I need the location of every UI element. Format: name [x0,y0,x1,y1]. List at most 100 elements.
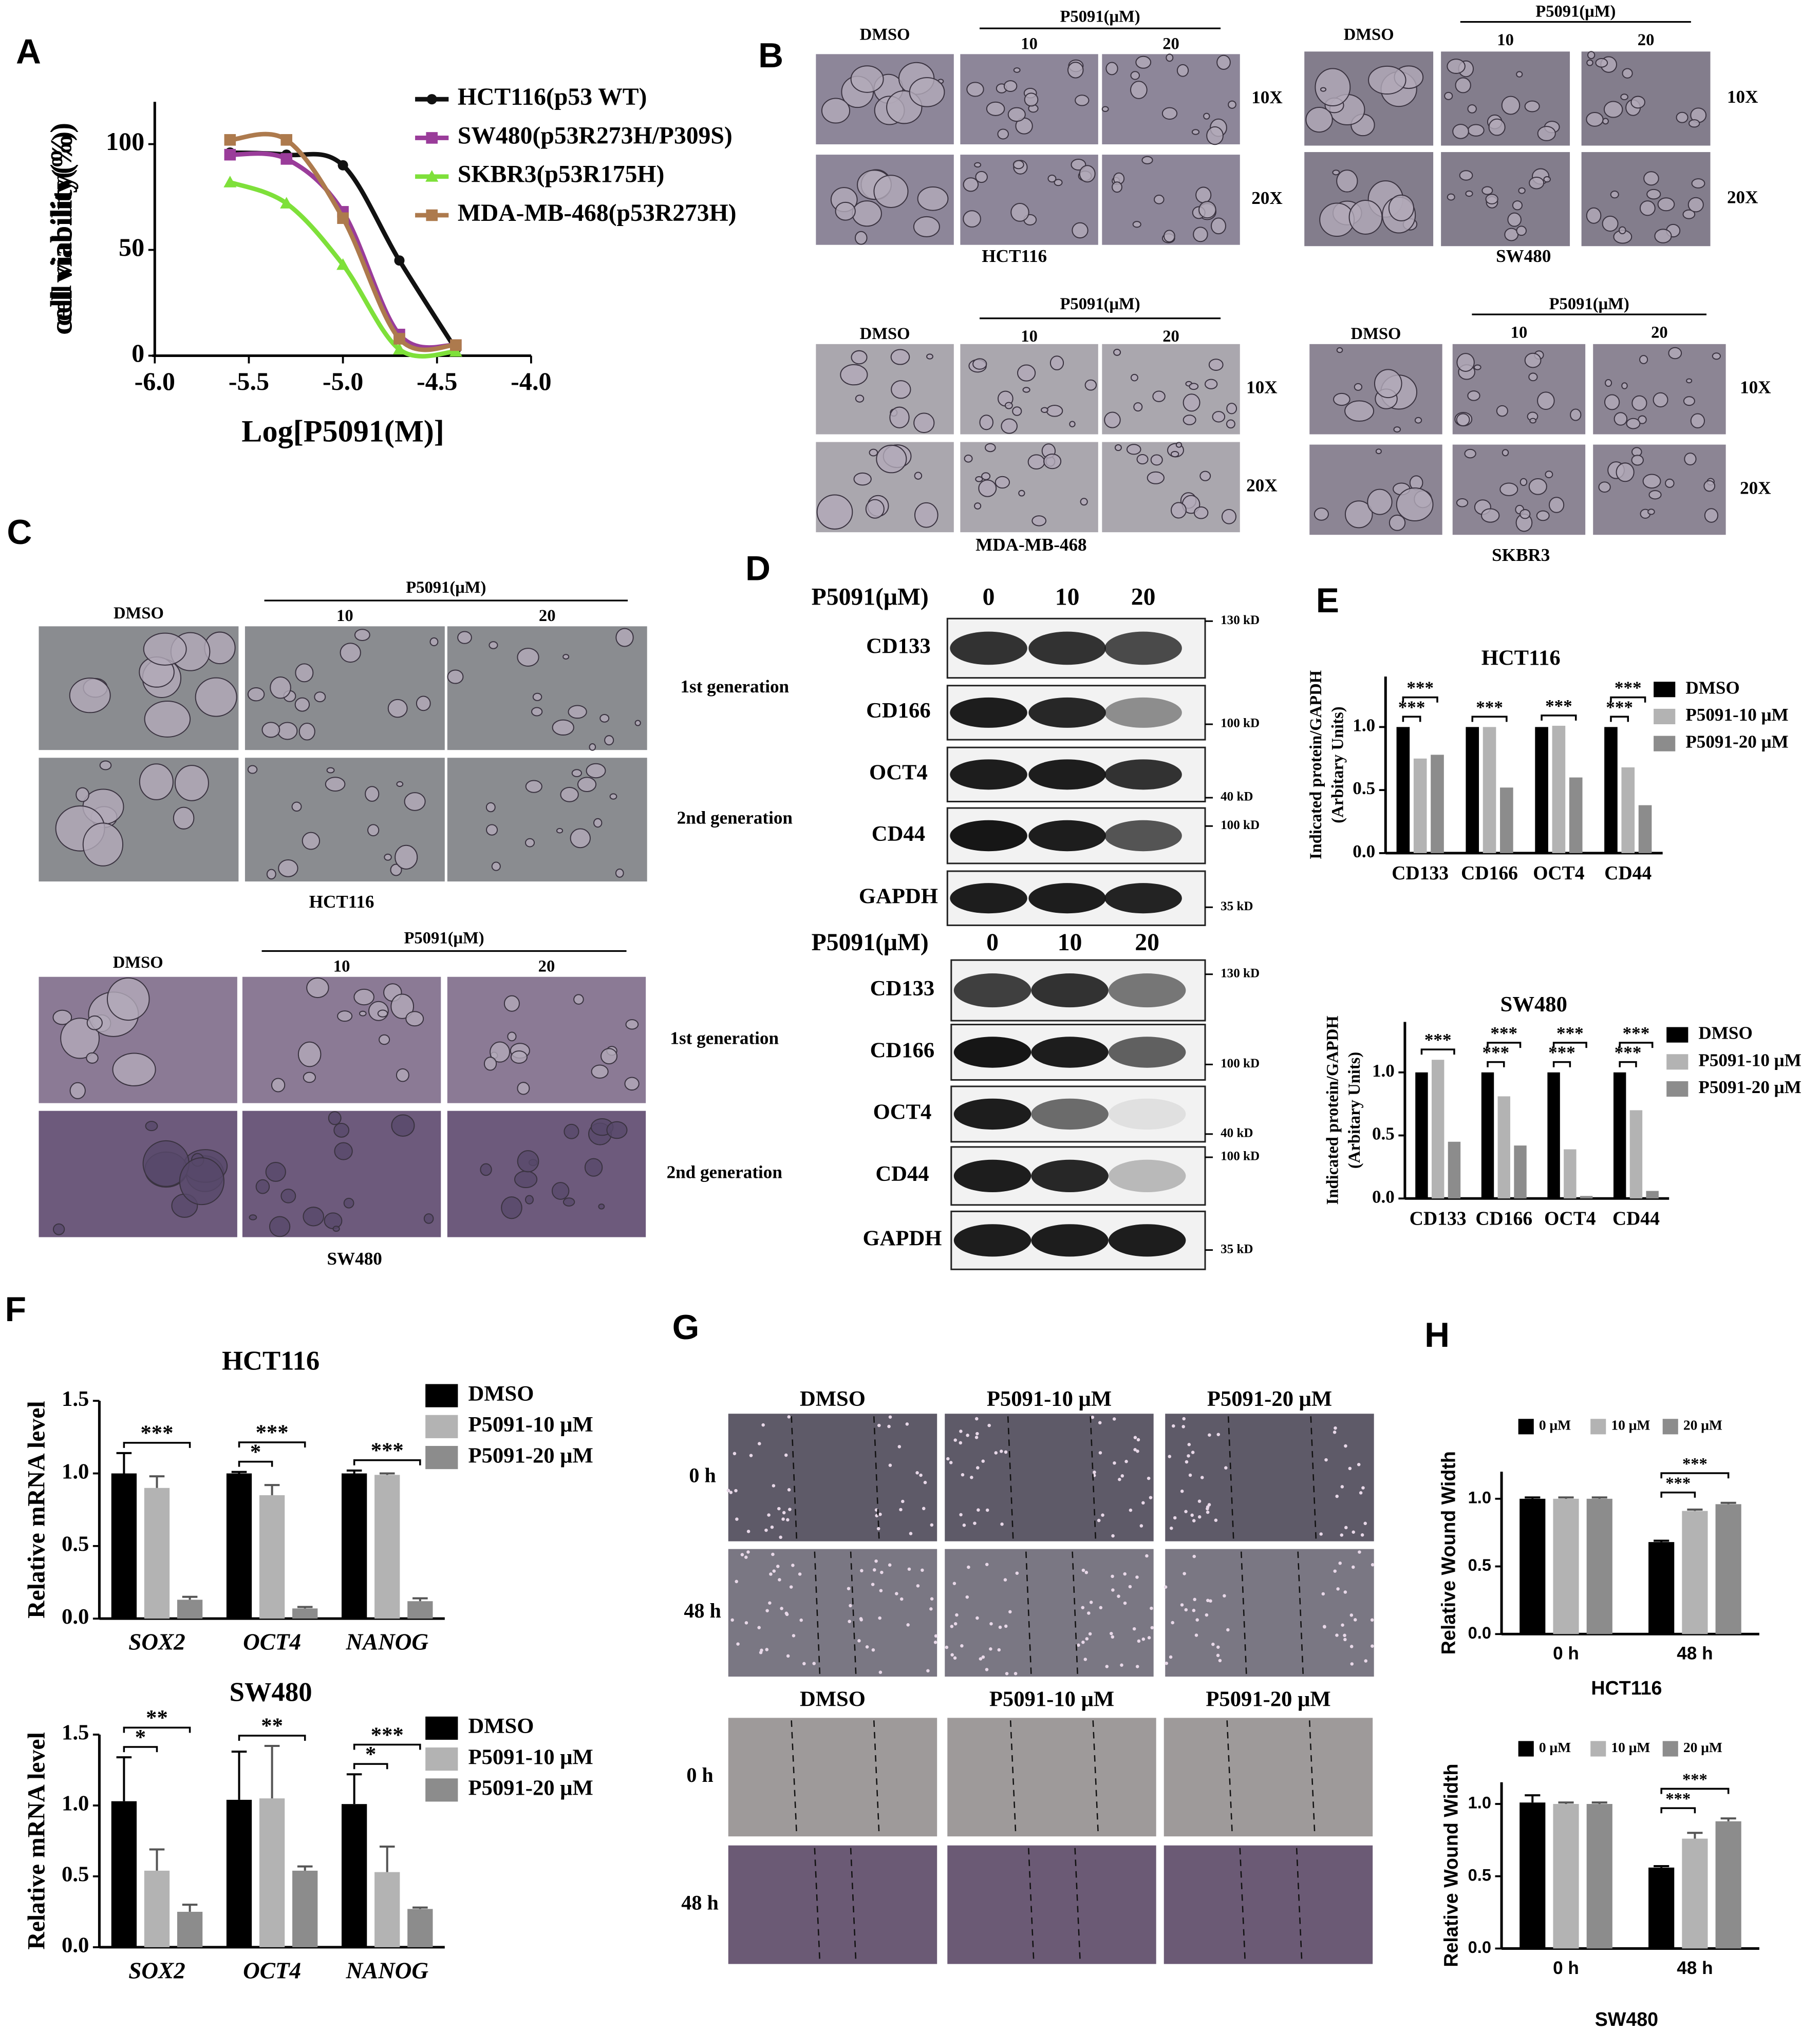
cell-cluster [314,691,326,703]
cell [740,1553,744,1556]
cell [865,1645,869,1649]
cell [1150,1626,1154,1630]
protein-label: CD166 [870,1038,935,1062]
cell-cluster [1455,77,1471,93]
legend-swatch [425,1747,458,1771]
cell [764,1528,768,1532]
bar [1431,1060,1444,1199]
protein-label: GAPDH [862,1227,942,1251]
cell [1139,1524,1143,1528]
wound-edge [1310,1416,1317,1539]
cell [798,1572,802,1576]
cell-cluster [1688,119,1700,128]
cell-cluster [1150,454,1163,466]
cell [1005,1671,1009,1676]
wound-image [728,1414,937,1541]
legend-label: MDA-MB-468(p53R273H) [458,200,737,227]
cell-cluster [570,828,591,849]
legend-label: HCT116(p53 WT) [458,84,647,110]
significance-bracket [238,1735,306,1741]
wound-edge [1309,1720,1316,1834]
cell-cluster [615,628,634,647]
y-axis-label: Indicated protein/GAPDH [1323,1016,1342,1205]
cell-cluster [1586,111,1604,127]
cell-cluster [1389,514,1406,531]
cell [1361,1486,1365,1490]
cell-cluster [1447,59,1466,74]
x-tick-label: SOX2 [128,1958,185,1983]
blot-band [950,759,1027,790]
cell-cluster [850,65,884,93]
legend-marker [426,94,437,105]
cell-cluster [1040,407,1048,413]
cell [877,1423,881,1427]
y-axis-label: cell viability(%) [44,123,79,335]
legend-swatch [1666,1054,1688,1070]
cell-cluster [1176,64,1189,77]
bar [1448,1141,1461,1199]
cell [1187,1454,1190,1458]
cell-cluster [144,701,191,738]
cell [1180,1603,1184,1607]
x-axis-label: SW480 [1595,2008,1658,2030]
row-label: 2nd generation [677,808,793,828]
cell-cluster [1642,474,1661,489]
cell [955,1613,959,1617]
error-bar [297,1606,313,1609]
cell-cluster [1024,92,1039,107]
cell [1185,1460,1189,1464]
legend-marker [426,132,438,144]
cell [860,1569,864,1573]
chart-title: HCT116 [1481,646,1561,670]
data-point [393,333,405,345]
cell-cluster [1587,51,1596,60]
cell [1340,1533,1344,1537]
blot-band [1031,1224,1109,1257]
significance-label: *** [1545,696,1572,716]
cell-cluster [270,676,291,699]
cell [1200,1476,1204,1479]
legend-swatch [425,1415,458,1438]
cell-cluster [1604,394,1620,410]
row-label: 10X [1251,87,1282,107]
cell-cluster [483,1057,497,1071]
cell-cluster [551,1182,570,1200]
error-bar [1720,1817,1736,1821]
column-label: 20 [1651,323,1668,342]
error-bar [1558,1801,1574,1804]
cell-cluster [873,175,909,208]
cell-cluster [1622,68,1633,79]
error-bar [231,1471,247,1474]
cell [1336,1587,1340,1591]
cell-cluster [562,1197,575,1207]
cell [1105,1665,1109,1668]
micrograph [1102,442,1240,533]
cell-cluster [865,499,885,519]
cell [1194,1633,1198,1637]
cell [905,1422,909,1426]
cell [1216,1645,1220,1649]
cell-cluster [1072,222,1089,239]
cell [1124,1459,1128,1463]
panel-letter: C [7,513,32,552]
cell [878,1512,882,1516]
significance-label: *** [256,1421,289,1445]
cell-cluster [1618,226,1626,235]
x-tick-label: 0 h [1553,1958,1579,1978]
protein-label: CD166 [866,699,931,723]
cell-cluster [1141,156,1153,164]
cell-cluster [1485,194,1498,204]
significance-label: *** [1615,678,1642,698]
legend-marker [426,209,438,221]
cell [1111,1534,1115,1538]
cell [1180,1489,1184,1493]
column-label: 10 [1497,31,1514,49]
bar [1586,1498,1612,1634]
cell-cluster [247,765,258,774]
significance-label: *** [1548,1043,1575,1063]
dose-label: 10 [1055,584,1080,611]
cell-cluster [1049,355,1064,370]
cell-cluster [517,1082,530,1095]
cell [1008,1610,1012,1614]
bar [226,1799,252,1947]
